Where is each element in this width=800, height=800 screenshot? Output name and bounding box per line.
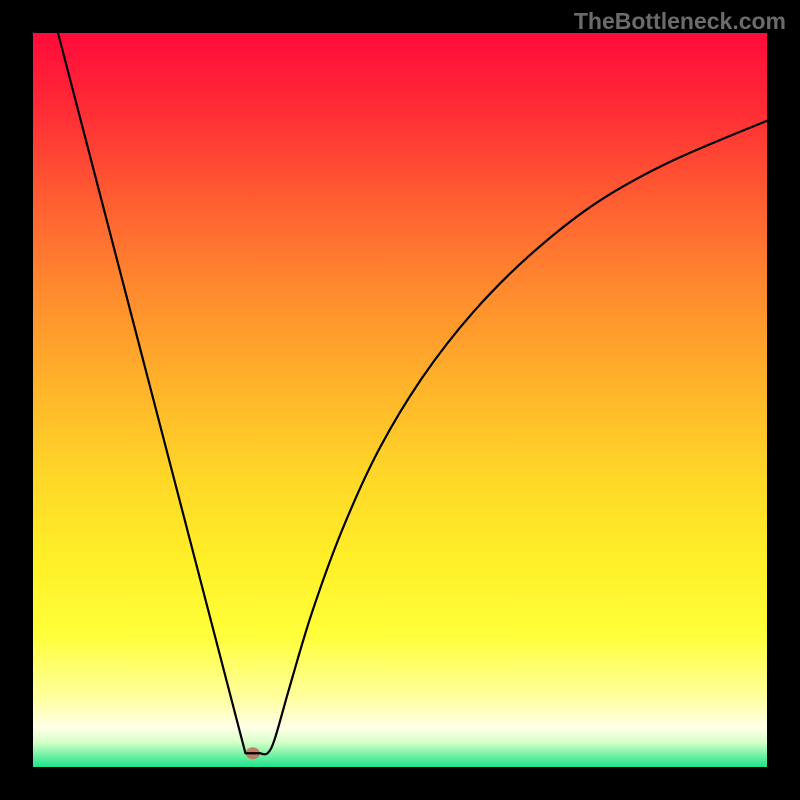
watermark-text: TheBottleneck.com [574, 8, 786, 35]
chart-stage: TheBottleneck.com [0, 0, 800, 800]
plot-area [32, 32, 768, 768]
chart-svg [0, 0, 800, 800]
